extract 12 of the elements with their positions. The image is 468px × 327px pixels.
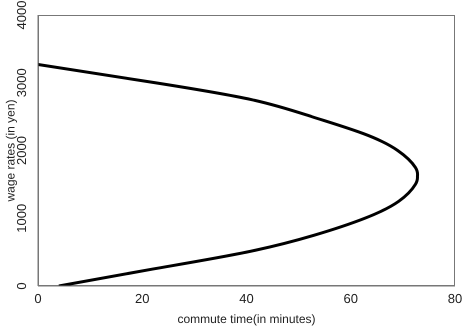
y-axis-title: wage rates (in yen) (3, 99, 18, 203)
y-tick-label: 3000 (14, 68, 29, 98)
x-tick-label: 80 (448, 291, 462, 306)
y-tick-label: 4000 (14, 0, 29, 30)
x-tick-label: 60 (344, 291, 358, 306)
x-tick-label: 0 (34, 291, 42, 306)
x-tick-label: 20 (135, 291, 150, 306)
line-series (38, 62, 419, 286)
y-tick-label: 1000 (14, 204, 29, 233)
x-axis-title: commute time(in minutes) (177, 312, 316, 326)
y-tick-label: 0 (14, 282, 29, 290)
x-tick-label: 40 (239, 291, 254, 306)
